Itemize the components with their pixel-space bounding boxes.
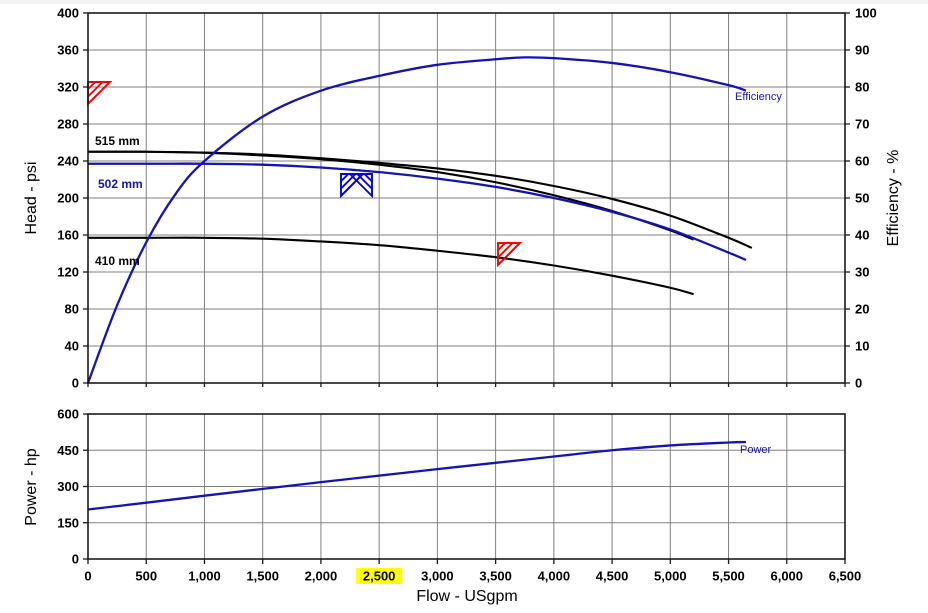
x-tick-label: 2,000 (305, 569, 338, 584)
head-curve-410-mm (88, 236, 694, 296)
head-y-tick-label: 0 (72, 376, 79, 391)
duty-point-marker-red-2-hatch (497, 242, 521, 266)
efficiency-y-tick-label: 30 (855, 265, 869, 280)
duty-point-marker-red-1-hatch (87, 81, 96, 90)
power-chart-frame (83, 413, 846, 564)
x-tick-label: 5,500 (712, 569, 745, 584)
x-tick-label: 1,000 (188, 569, 221, 584)
efficiency-y-tick-label: 0 (855, 376, 862, 391)
series-label-power: Power (740, 444, 772, 456)
power-curve (87, 440, 747, 511)
curve-label-502mm: 502 mm (98, 177, 143, 191)
head-y-tick-label: 400 (57, 6, 79, 21)
power-axis-title: Power - hp (23, 448, 40, 525)
power-chart-gridlines (88, 414, 845, 559)
power-chart-tick-labels: 600 450 300 150 0 (57, 407, 79, 567)
x-tick-label: 2,500 (363, 569, 396, 584)
head-axis-title: Head - psi (23, 162, 40, 235)
duty-point-marker-blue-2-hatch (356, 173, 373, 190)
head-chart-frame (83, 12, 850, 387)
head-curve-efficiency (86, 56, 747, 384)
x-axis-title: Flow - USgpm (416, 588, 517, 605)
efficiency-y-tick-label: 90 (855, 43, 869, 58)
head-y-tick-label: 360 (57, 43, 79, 58)
x-tick-highlight (356, 568, 403, 584)
duty-point-marker-blue-1-hatch (340, 173, 349, 182)
duty-point-marker-red-2-hatch (497, 242, 514, 259)
head-y-tick-label: 200 (57, 191, 79, 206)
x-tick-label: 0 (84, 569, 91, 584)
head-y-tick-label: 280 (57, 117, 79, 132)
series-label-efficiency: Efficiency (735, 91, 782, 103)
head-chart-gridlines (88, 13, 845, 383)
x-tick-label: 4,500 (596, 569, 629, 584)
head-y-tick-label: 120 (57, 265, 79, 280)
efficiency-y-tick-label: 60 (855, 154, 869, 169)
efficiency-axis-title: Efficiency - % (885, 150, 902, 247)
efficiency-y-tick-label: 70 (855, 117, 869, 132)
efficiency-y-tick-label: 100 (855, 6, 877, 21)
x-tick-label: 5,000 (654, 569, 687, 584)
power-y-tick-label: 450 (57, 443, 79, 458)
power-y-tick-label: 300 (57, 479, 79, 494)
duty-point-marker-red-2 (497, 242, 523, 268)
x-tick-label: 3,500 (479, 569, 512, 584)
head-chart-markers (87, 81, 523, 268)
head-y-tick-label: 80 (65, 302, 79, 317)
curve-label-515mm: 515 mm (95, 134, 140, 148)
top-strip (0, 0, 928, 4)
head-curve-515-mm-upper (87, 150, 753, 249)
x-tick-label: 1,500 (246, 569, 279, 584)
head-y-tick-label: 240 (57, 154, 79, 169)
head-y-tick-label: 160 (57, 228, 79, 243)
x-tick-label: 4,000 (538, 569, 571, 584)
power-chart-curves (87, 440, 747, 511)
power-y-tick-label: 600 (57, 407, 79, 422)
duty-point-marker-blue-2 (347, 173, 373, 199)
duty-point-marker-red-1-hatch (87, 81, 111, 105)
duty-point-marker-blue-2-outline (347, 173, 373, 199)
power-y-tick-label: 0 (72, 552, 79, 567)
x-tick-label: 3,000 (421, 569, 454, 584)
efficiency-y-tick-label: 40 (855, 228, 869, 243)
head-chart-tick-labels: 4003603202802402001601208040010090807060… (57, 6, 876, 391)
efficiency-y-tick-label: 10 (855, 339, 869, 354)
duty-point-marker-blue-1-hatch (340, 173, 364, 197)
duty-point-marker-blue-2-hatch (363, 173, 373, 183)
efficiency-y-tick-label: 50 (855, 191, 869, 206)
head-y-tick-label: 320 (57, 80, 79, 95)
duty-point-marker-red-1-hatch (87, 81, 104, 98)
x-tick-label: 6,500 (829, 569, 862, 584)
x-tick-label: 500 (135, 569, 157, 584)
x-tick-label: 6,000 (770, 569, 803, 584)
x-axis-tick-labels: 0 500 1,000 1,500 2,000 2,500 3,000 3,500 4,000 4… (84, 568, 861, 584)
power-y-tick-label: 150 (57, 515, 79, 530)
duty-point-marker-red-2-hatch (497, 242, 506, 251)
efficiency-y-tick-label: 20 (855, 302, 869, 317)
head-chart-curves (86, 56, 753, 384)
head-y-tick-label: 40 (65, 339, 79, 354)
efficiency-y-tick-label: 80 (855, 80, 869, 95)
curve-label-410mm: 410 mm (95, 254, 140, 268)
head-curve-502-mm (88, 162, 747, 262)
